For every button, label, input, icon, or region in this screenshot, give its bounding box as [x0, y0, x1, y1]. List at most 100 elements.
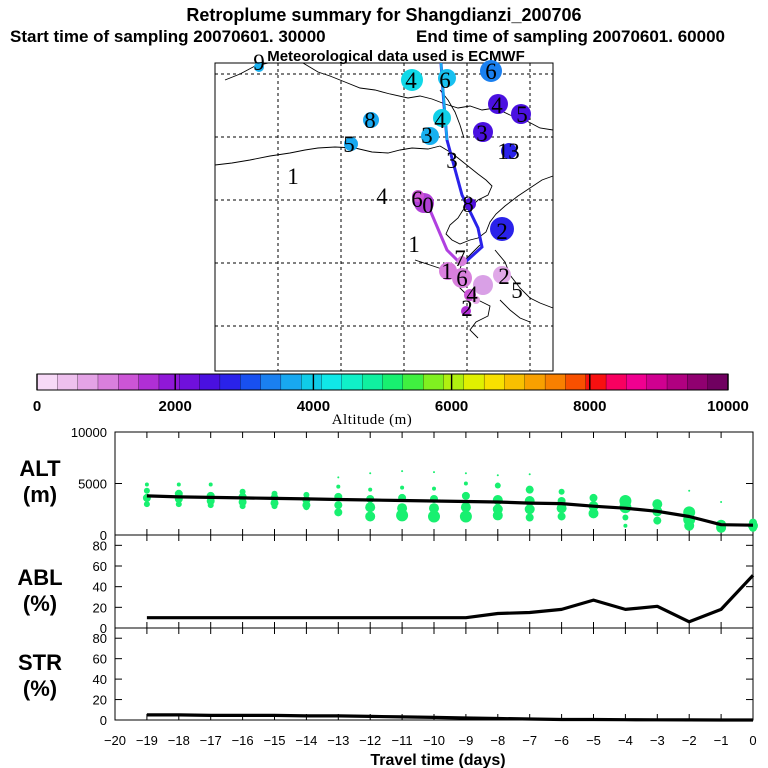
- colorbar-segment: [402, 373, 424, 391]
- str-panel-frame: [114, 627, 754, 721]
- alt-plume-dot: [432, 486, 436, 491]
- abl-unit: (%): [23, 591, 57, 616]
- title-met-data: Meteorological data used is ECMWF: [267, 48, 525, 65]
- alt-plume-dot: [589, 493, 598, 502]
- map-plume-circle: [452, 268, 472, 288]
- abl-series-line: [146, 574, 755, 624]
- str-ytick-label: 80: [93, 631, 107, 646]
- abl-ytick-label: 80: [93, 538, 107, 553]
- x-tick-label: −2: [682, 733, 697, 748]
- map-day-label: 4: [376, 184, 388, 209]
- x-tick-label: −19: [136, 733, 158, 748]
- x-tick-label: 0: [749, 733, 756, 748]
- colorbar-segment: [138, 373, 160, 391]
- x-tick-label: −12: [359, 733, 381, 748]
- colorbar-tick-label: 2000: [159, 398, 192, 415]
- alt-plume-dot: [176, 482, 181, 487]
- colorbar-segment: [199, 373, 221, 391]
- map-day-label: 5: [516, 102, 528, 127]
- colorbar-segment: [626, 373, 648, 391]
- map-day-label: 1: [441, 259, 453, 284]
- map-plume-circle: [412, 190, 424, 202]
- x-tick-label: −15: [263, 733, 285, 748]
- map-day-label: 3: [476, 121, 488, 146]
- alt-label: ALT: [19, 456, 61, 481]
- x-tick-label: −1: [714, 733, 729, 748]
- alt-plume-dot: [556, 503, 567, 514]
- x-tick-label: −5: [586, 733, 601, 748]
- alt-plume-dot: [207, 502, 214, 509]
- alt-plume-dot: [365, 502, 376, 513]
- abl-axis-ticks: 0 20 40 60 80: [93, 535, 754, 636]
- alt-plume-dot: [459, 510, 472, 523]
- colorbar-segment: [524, 373, 546, 391]
- map-day-label: 8: [462, 192, 474, 217]
- str-label: STR: [18, 650, 62, 675]
- alt-plume-dot: [369, 472, 372, 475]
- colorbar-segment: [260, 373, 282, 391]
- colorbar-segment: [362, 373, 384, 391]
- colorbar-tick-label: 8000: [573, 398, 606, 415]
- map-day-label: 5: [511, 278, 523, 303]
- colorbar-segment: [341, 373, 363, 391]
- colorbar-segment: [57, 373, 79, 391]
- map-day-label: 3: [508, 139, 520, 164]
- colorbar-segment: [97, 373, 119, 391]
- map-plume-circle: [488, 94, 508, 114]
- map-gridlines: [215, 63, 553, 371]
- str-ytick-label: 20: [93, 693, 107, 708]
- map-plume-circle: [433, 109, 451, 127]
- x-tick-label: −4: [618, 733, 633, 748]
- map-plume-circle: [254, 62, 264, 72]
- x-tick-label: −18: [168, 733, 190, 748]
- colorbar-segment: [504, 373, 526, 391]
- map-day-label: 4: [466, 282, 478, 307]
- alt-plume-dot: [143, 487, 150, 494]
- alt-plume-dot: [463, 481, 468, 486]
- alt-plume-dot: [336, 484, 341, 489]
- alt-plume-dot: [528, 473, 531, 476]
- map-day-label: 5: [343, 132, 355, 157]
- alt-plume-dot: [464, 472, 467, 475]
- map-day-label: 8: [364, 108, 376, 133]
- map-plume-circle: [421, 127, 439, 145]
- alt-plume-dot: [208, 482, 213, 487]
- map-circles: [254, 60, 531, 316]
- colorbar-tick-label: 6000: [435, 398, 468, 415]
- colorbar-segment: [565, 373, 587, 391]
- str-ytick-label: 60: [93, 652, 107, 667]
- colorbar-segment: [443, 373, 465, 391]
- altitude-colorbar: 0 2000 4000 6000 8000 10000 Altitude (m): [33, 373, 749, 428]
- map-day-label: 4: [491, 93, 503, 118]
- alt-plume-dot: [143, 501, 150, 508]
- colorbar-segments: [36, 373, 729, 391]
- map-day-label: 6: [411, 187, 423, 212]
- alt-plume-dot: [334, 501, 343, 510]
- abl-ytick-label: 60: [93, 559, 107, 574]
- alt-plume-dot: [720, 501, 723, 504]
- colorbar-segment: [77, 373, 99, 391]
- map-day-label: 2: [496, 219, 508, 244]
- map-day-label: 6: [485, 59, 497, 84]
- x-tick-label: −11: [392, 733, 413, 748]
- alt-plume-dot: [461, 491, 470, 500]
- colorbar-segment: [544, 373, 566, 391]
- colorbar-tick-label: 10000: [707, 398, 749, 415]
- alt-plume-dot: [175, 501, 182, 508]
- alt-plume-dot: [558, 488, 565, 495]
- alt-plume-dot: [688, 489, 691, 492]
- x-tick-label: −7: [522, 733, 537, 748]
- colorbar-label: Altitude (m): [332, 412, 413, 428]
- map-day-label: 3: [421, 123, 433, 148]
- alt-ytick-label: 10000: [71, 425, 107, 440]
- alt-axis-ticks: 0 5000 10000: [71, 425, 754, 543]
- map-day-label: 1: [497, 139, 509, 164]
- map-plume-circle: [473, 122, 493, 142]
- colorbar-segment: [483, 373, 505, 391]
- x-tick-label: −3: [650, 733, 665, 748]
- alt-plume-dot: [429, 503, 439, 514]
- abl-ytick-label: 0: [100, 621, 107, 636]
